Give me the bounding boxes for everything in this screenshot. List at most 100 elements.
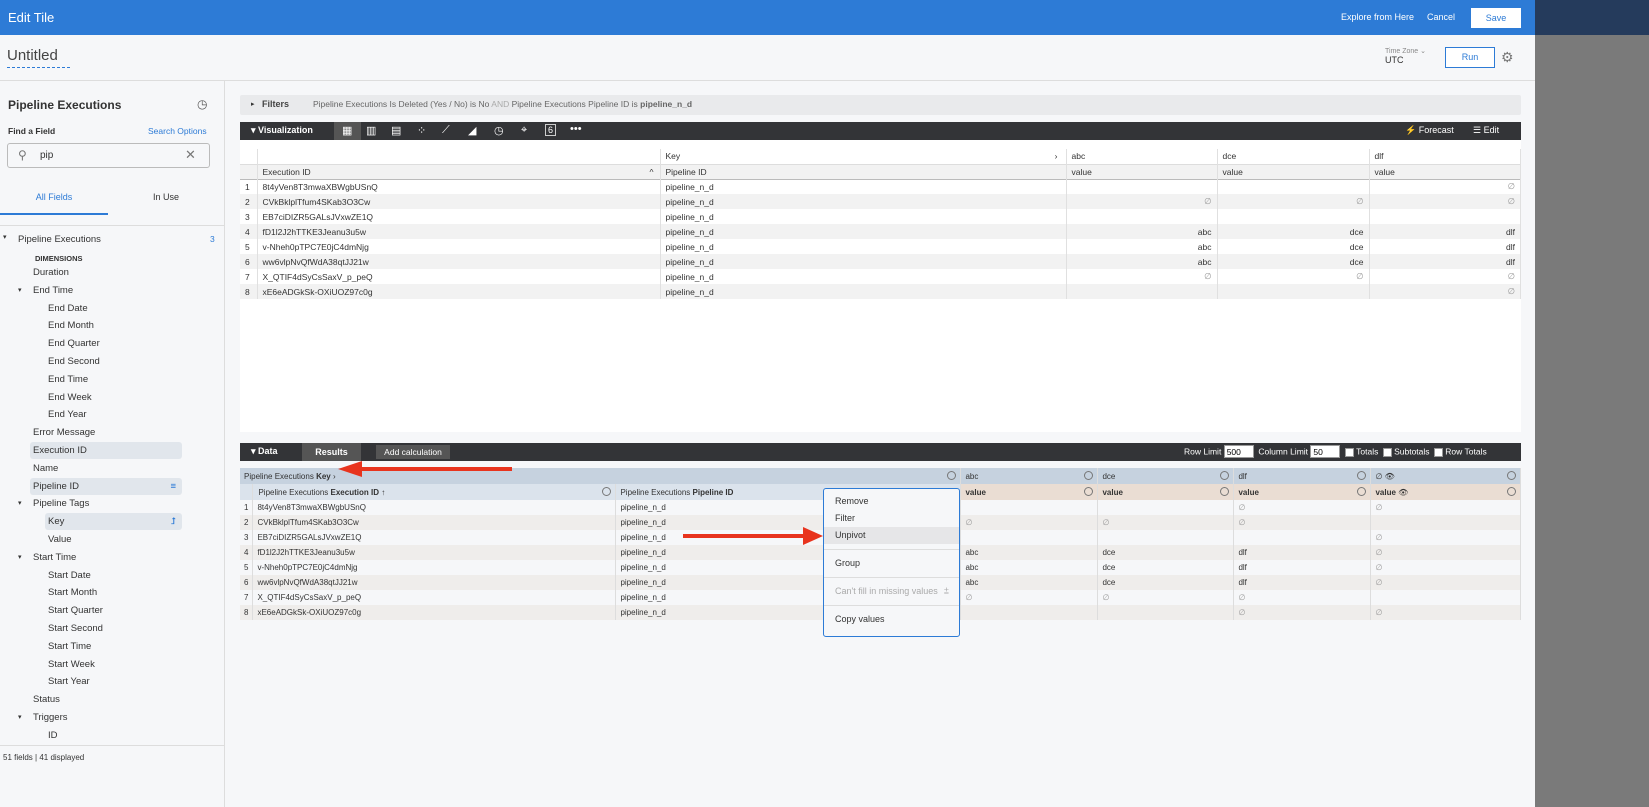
filter-icon[interactable]: ≡ (170, 480, 176, 492)
run-button[interactable]: Run (1445, 47, 1495, 68)
visualization-toggle[interactable]: ▾ Visualization (251, 125, 313, 135)
field-item[interactable]: Start Week (45, 656, 182, 673)
add-calculation-button[interactable]: Add calculation (376, 445, 450, 459)
field-label: End Date (48, 302, 88, 314)
field-item[interactable]: End Second (45, 353, 182, 370)
execution-id-header[interactable]: Execution ID (262, 166, 311, 177)
row-limit-input[interactable] (1223, 445, 1254, 458)
scatter-chart-icon[interactable]: ⁘ (417, 125, 427, 137)
pivot-prefix: Pipeline Executions (244, 471, 314, 481)
field-item[interactable]: Start Time (45, 638, 182, 655)
field-item[interactable]: Start Year (45, 673, 182, 690)
gear-icon[interactable] (1357, 471, 1367, 480)
gear-icon[interactable] (1507, 471, 1516, 480)
menu-item-unpivot[interactable]: Unpivot (824, 527, 959, 544)
save-button[interactable]: Save (1471, 8, 1521, 28)
chevron-right-icon[interactable]: › (1054, 151, 1058, 162)
pipeline-id-header[interactable]: Pipeline ID (660, 164, 1067, 179)
pipeline-id-column[interactable]: Pipeline ID (692, 487, 734, 497)
field-item[interactable]: Status (30, 691, 182, 708)
bar-chart-icon[interactable]: ▤ (391, 125, 402, 137)
subtotals-checkbox[interactable] (1383, 447, 1393, 457)
gear-icon[interactable] (1084, 471, 1094, 480)
execution-id-column[interactable]: Execution ID (330, 487, 379, 497)
history-icon[interactable]: ◷ (197, 97, 208, 111)
totals-checkbox[interactable] (1345, 447, 1355, 457)
search-value: pip (40, 150, 54, 161)
sort-asc-icon[interactable]: ^ (649, 166, 654, 177)
single-value-icon[interactable]: 6 (545, 124, 557, 136)
menu-item-copy-values[interactable]: Copy values (835, 614, 885, 624)
tile-name-input[interactable]: Untitled (7, 47, 70, 68)
field-item[interactable]: Start Second (45, 620, 182, 637)
gear-icon[interactable] (1507, 487, 1516, 496)
field-item[interactable]: ID (45, 727, 182, 744)
field-item[interactable]: Duration (30, 264, 182, 281)
field-search-input[interactable]: ⚲ pip ✕ (7, 143, 210, 168)
column-limit-input[interactable] (1310, 445, 1341, 458)
table-cell (1233, 530, 1372, 545)
field-item[interactable]: End Date (45, 300, 182, 317)
field-item[interactable]: End Quarter (45, 335, 182, 352)
forecast-button[interactable]: ⚡ Forecast (1405, 125, 1454, 135)
field-item[interactable]: Name (30, 460, 182, 477)
field-item[interactable]: End Year (45, 406, 182, 423)
pivot-icon[interactable]: ⮥ (170, 516, 176, 528)
table-cell: ∅ (1233, 500, 1372, 515)
menu-item-group[interactable]: Group (835, 558, 861, 568)
pie-chart-icon[interactable]: ◷ (494, 125, 504, 137)
map-pin-icon[interactable]: ⌖ (521, 124, 528, 136)
tab-in-use[interactable]: In Use (152, 192, 179, 202)
field-item[interactable]: End Time (45, 371, 182, 388)
row-number: 1 (240, 500, 254, 515)
field-item[interactable]: End Week (45, 389, 182, 406)
field-item[interactable]: Value (45, 531, 182, 548)
field-item[interactable]: End Month (45, 317, 182, 334)
field-item[interactable]: Error Message (30, 424, 182, 441)
view-pipeline-executions[interactable]: ▾ Pipeline Executions 3 (0, 231, 224, 248)
pivot-field[interactable]: Key (316, 471, 331, 481)
column-chart-icon[interactable]: ▥ (366, 125, 377, 137)
field-item[interactable]: ▾ Pipeline Tags (18, 495, 182, 512)
table-cell: ∅ (1369, 194, 1521, 209)
cancel-link[interactable]: Cancel (1427, 12, 1456, 22)
clear-search-icon[interactable]: ✕ (185, 147, 196, 162)
line-chart-icon[interactable]: ⟋ (442, 124, 450, 136)
menu-item-remove[interactable]: Remove (835, 496, 869, 506)
field-item[interactable]: Execution ID (30, 442, 182, 459)
gear-icon[interactable] (1220, 487, 1230, 496)
gear-icon[interactable] (602, 487, 612, 496)
field-item[interactable]: Pipeline ID ≡ (30, 477, 182, 495)
field-label: Triggers (33, 712, 68, 723)
field-item[interactable]: ▾ Triggers (18, 709, 182, 726)
filters-bar[interactable]: ▸ Filters Pipeline Executions Is Deleted… (240, 95, 1521, 115)
table-cell: ∅ (1097, 515, 1235, 530)
row-totals-checkbox[interactable] (1434, 447, 1444, 457)
field-item[interactable]: Key ⮥ (45, 513, 182, 531)
gear-icon[interactable] (947, 471, 957, 480)
chevron-right-icon[interactable]: › (332, 471, 336, 481)
edit-viz-button[interactable]: ☰ Edit (1473, 125, 1500, 135)
field-item[interactable]: Start Month (45, 584, 182, 601)
gear-icon[interactable] (1084, 487, 1094, 496)
field-item[interactable]: Start Quarter (45, 602, 182, 619)
tab-results[interactable]: Results (302, 443, 361, 461)
more-icon[interactable]: ••• (570, 123, 582, 135)
field-item[interactable]: ▾ Start Time (18, 549, 182, 566)
field-item[interactable]: ▾ End Time (18, 282, 182, 299)
table-viz-icon[interactable]: ▦ (334, 122, 361, 140)
explore-from-here-link[interactable]: Explore from Here (1341, 12, 1415, 22)
field-item[interactable]: Start Date (45, 567, 182, 584)
annotation-arrow-left (360, 467, 512, 471)
field-label: Start Week (48, 658, 95, 670)
gear-icon[interactable] (1220, 471, 1230, 480)
gear-icon[interactable] (1357, 487, 1367, 496)
tab-all-fields[interactable]: All Fields (0, 184, 108, 215)
table-cell: pipeline_n_d (660, 254, 1067, 269)
settings-gear-icon[interactable]: ⚙ (1501, 49, 1514, 65)
timezone-select[interactable]: Time Zone ⌄ UTC (1385, 48, 1427, 65)
area-chart-icon[interactable]: ◢ (468, 125, 477, 137)
menu-item-filter[interactable]: Filter (835, 513, 855, 523)
data-toggle[interactable]: ▾ Data (251, 446, 278, 456)
search-options-link[interactable]: Search Options (148, 126, 207, 136)
